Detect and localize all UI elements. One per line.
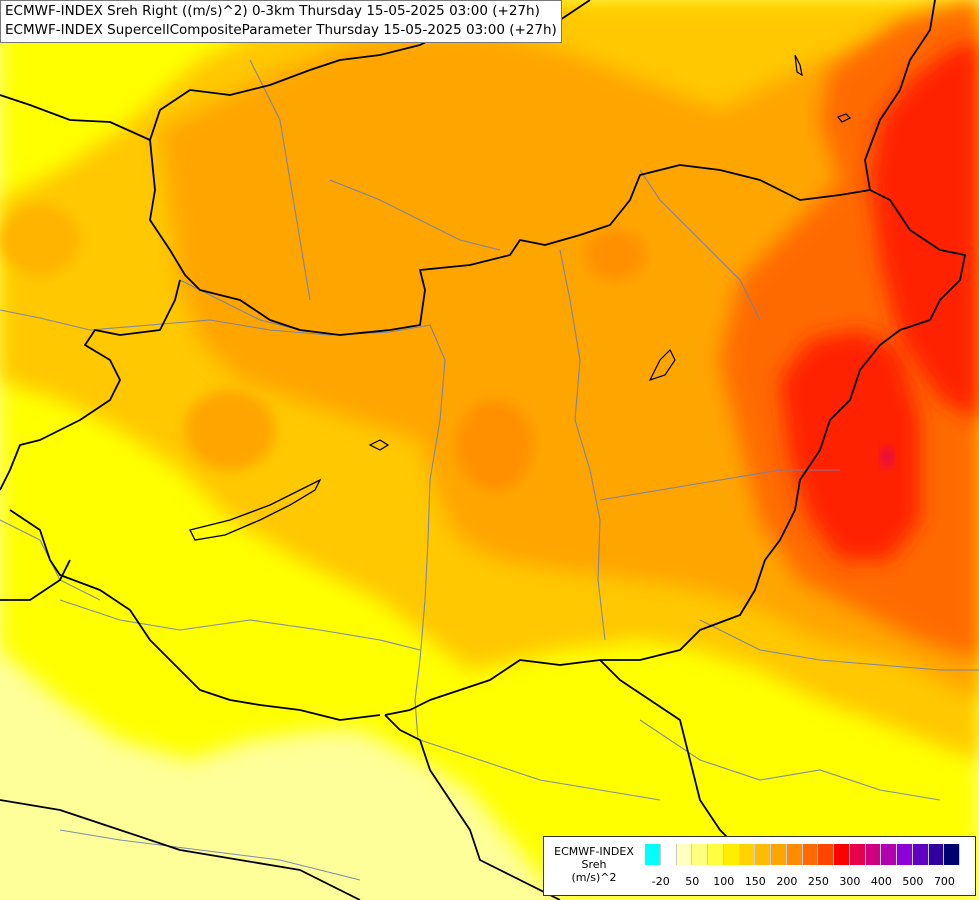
legend-swatch: [944, 844, 960, 865]
legend-swatch: [818, 844, 834, 865]
color-legend: ECMWF-INDEX Sreh (m/s)^2 -20 50 100 150 200 2…: [543, 836, 976, 896]
legend-tick-label: -20: [651, 875, 670, 888]
legend-swatch: [834, 844, 850, 865]
legend-swatch: [928, 844, 945, 865]
legend-tick-label: 250: [807, 875, 829, 888]
legend-tick-label: 200: [776, 875, 798, 888]
legend-swatch: [802, 844, 819, 865]
legend-tick-label: 400: [870, 875, 892, 888]
border-austria-hungary-west: [0, 279, 181, 491]
chart-title-box: ECMWF-INDEX Sreh Right ((m/s)^2) 0-3km T…: [0, 0, 562, 43]
lake-small-2: [794, 54, 803, 77]
legend-title-line-2: Sreh: [581, 858, 607, 871]
border-croatia-serbia: [384, 714, 561, 900]
legend-swatch: [771, 844, 787, 865]
legend-title-line-3: (m/s)^2: [571, 871, 617, 884]
legend-swatch: [645, 844, 661, 865]
lake-balaton: [189, 478, 322, 541]
legend-swatch: [755, 844, 771, 865]
legend-title-line-1: ECMWF-INDEX: [554, 845, 634, 858]
legend-tick-label: 500: [902, 875, 924, 888]
legend-swatch: [692, 844, 708, 865]
field-darkorange-center: [457, 400, 533, 490]
lake-small-3: [837, 113, 852, 123]
field-orange-west: [185, 390, 275, 470]
border-serbia-romania: [599, 659, 741, 851]
legend-swatch: [912, 844, 929, 865]
legend-swatch: [660, 844, 677, 865]
border-slovenia-croatia: [9, 509, 381, 721]
legend-tick-label: 150: [744, 875, 766, 888]
title-line-1: ECMWF-INDEX Sreh Right ((m/s)^2) 0-3km T…: [5, 3, 540, 19]
legend-swatch: [708, 844, 724, 865]
legend-swatch: [676, 844, 693, 865]
title-line-2: ECMWF-INDEX SupercellCompositeParameter …: [5, 22, 557, 38]
border-slovakia-ukraine: [864, 0, 936, 191]
field-magenta-spot: [881, 447, 893, 467]
legend-swatch: [786, 844, 803, 865]
legend-tick-label: 100: [713, 875, 735, 888]
legend-title: ECMWF-INDEX Sreh (m/s)^2: [546, 845, 642, 884]
field-red: [780, 330, 920, 560]
legend-tick-label: 300: [839, 875, 861, 888]
legend-swatch: [865, 844, 882, 865]
border-czech-austria: [149, 139, 966, 336]
legend-color-bar: [645, 844, 960, 865]
legend-swatch: [881, 844, 897, 865]
legend-swatch: [897, 844, 913, 865]
border-hungary-romania: [384, 319, 931, 716]
legend-swatch: [849, 844, 866, 865]
legend-swatch: [739, 844, 756, 865]
legend-swatch: [723, 844, 740, 865]
lake-small-4: [648, 348, 676, 382]
legend-tick-label: 50: [685, 875, 700, 888]
legend-tick-label: 700: [933, 875, 955, 888]
lake-small-1: [368, 439, 390, 451]
